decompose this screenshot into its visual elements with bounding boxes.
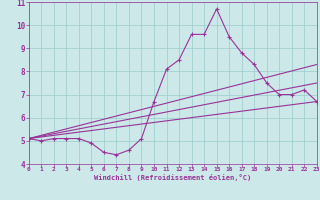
X-axis label: Windchill (Refroidissement éolien,°C): Windchill (Refroidissement éolien,°C) <box>94 174 252 181</box>
